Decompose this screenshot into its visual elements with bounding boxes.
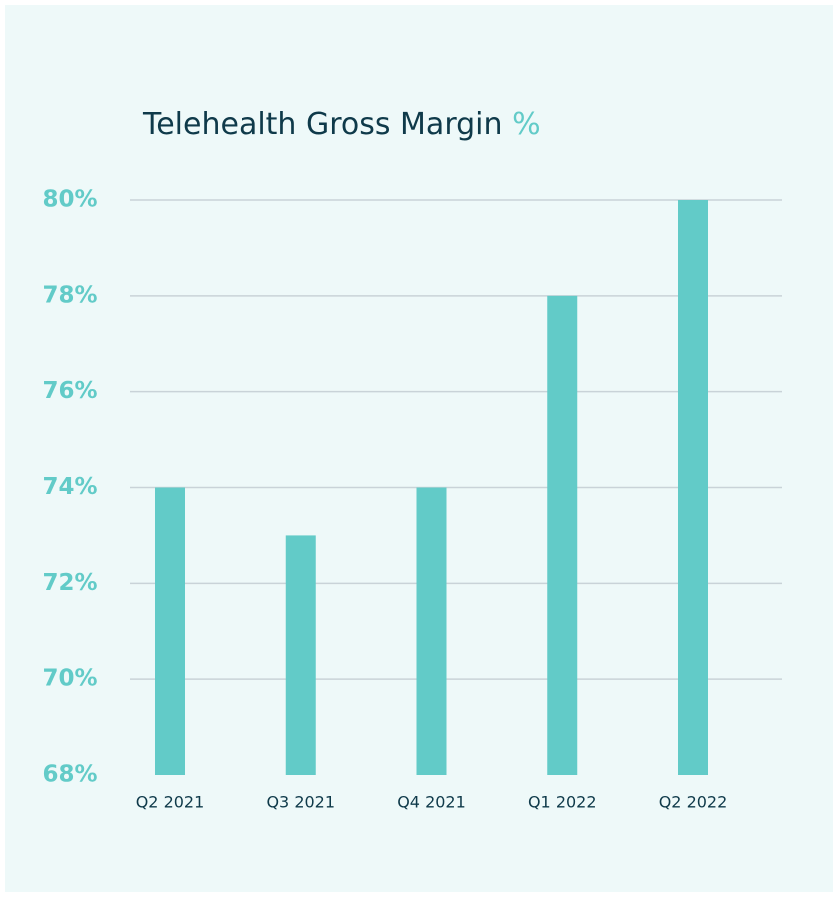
x-tick-label: Q2 2022	[659, 793, 728, 812]
y-tick-label: 68%	[42, 762, 97, 788]
bar	[155, 487, 185, 775]
title-text: Telehealth Gross Margin	[142, 107, 503, 142]
x-tick-label: Q3 2021	[266, 793, 335, 812]
x-tick-label: Q1 2022	[528, 793, 597, 812]
bar	[547, 295, 578, 775]
x-tick-label: Q2 2021	[136, 793, 205, 812]
bar	[416, 487, 447, 775]
title-unit: %	[512, 107, 541, 142]
y-tick-label: 76%	[42, 378, 97, 404]
bar	[678, 200, 708, 775]
y-tick-label: 74%	[42, 474, 97, 500]
y-tick-label: 70%	[42, 666, 97, 692]
y-tick-label: 80%	[42, 187, 97, 213]
x-tick-label: Q4 2021	[397, 793, 466, 812]
chart-title: Telehealth Gross Margin %	[142, 107, 541, 142]
bar	[285, 535, 316, 775]
y-tick-label: 72%	[42, 570, 97, 596]
y-tick-label: 78%	[42, 282, 97, 308]
